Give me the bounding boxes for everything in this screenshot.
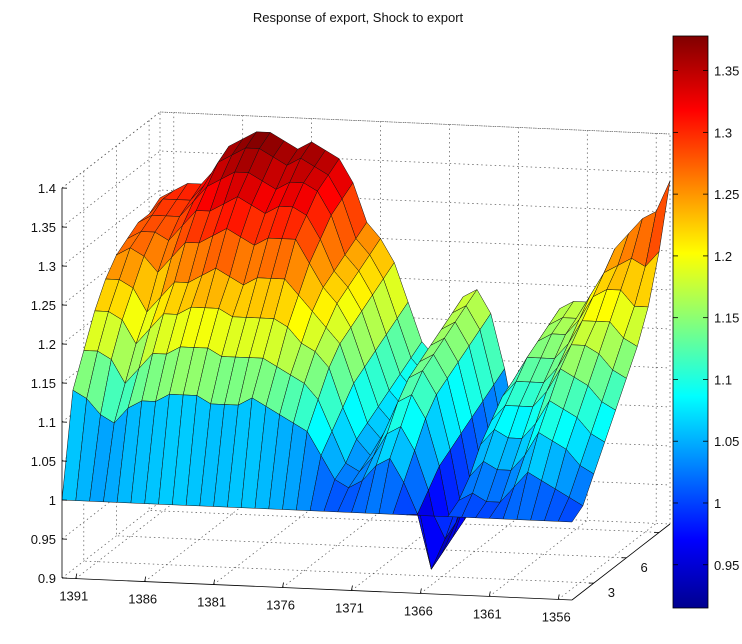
grid-line bbox=[83, 171, 594, 584]
x-tick-mark bbox=[144, 576, 147, 582]
z-tick-label: 1.15 bbox=[31, 376, 56, 391]
grid-line bbox=[148, 120, 660, 533]
chart-title: Response of export, Shock to export bbox=[253, 10, 464, 25]
z-tick-label: 1.25 bbox=[31, 298, 56, 313]
x-tick-mark bbox=[75, 573, 78, 579]
x-axis-line bbox=[61, 577, 573, 601]
z-tick-label: 1.05 bbox=[31, 454, 56, 469]
colorbar-ticks: 0.95 1 1.05 1.1 1.15 1.2 1.25 1.3 1.35 bbox=[673, 64, 739, 573]
surface-plot bbox=[61, 131, 671, 570]
colorbar-tick-label: 1.15 bbox=[714, 311, 739, 326]
z-tick-label: 1.1 bbox=[38, 415, 56, 430]
colorbar-tick-label: 1.1 bbox=[714, 372, 732, 387]
grid-line bbox=[75, 112, 175, 579]
z-tick-label: 1.3 bbox=[38, 259, 56, 274]
surface-patch bbox=[557, 497, 584, 523]
grid-line bbox=[61, 228, 671, 306]
grid-line bbox=[61, 189, 671, 267]
x-tick-label: 1381 bbox=[197, 595, 226, 610]
colorbar-tick-label: 0.95 bbox=[714, 558, 739, 573]
grid-line bbox=[144, 115, 244, 582]
x-tick-label: 1386 bbox=[128, 592, 157, 607]
x-tick-label: 1366 bbox=[404, 603, 433, 618]
colorbar-tick-label: 1.2 bbox=[714, 249, 732, 264]
y-axis-line bbox=[571, 523, 671, 601]
grid-line bbox=[557, 133, 657, 600]
x-tick-mark bbox=[282, 582, 284, 588]
x-tick-label: 1371 bbox=[335, 600, 364, 615]
x-tick-label: 1356 bbox=[542, 609, 571, 624]
grid-line bbox=[351, 124, 450, 591]
x-tick-mark bbox=[488, 591, 491, 597]
x-tick-label: 1376 bbox=[266, 598, 295, 613]
colorbar-tick-label: 1.25 bbox=[714, 187, 739, 202]
x-tick-mark bbox=[557, 594, 560, 600]
z-tick-label: 1.2 bbox=[38, 337, 56, 352]
z-tick-label: 0.9 bbox=[38, 571, 56, 586]
x-tick-label: 1361 bbox=[473, 606, 502, 621]
grid-line bbox=[420, 127, 519, 594]
y-tick-label: 6 bbox=[640, 560, 647, 575]
grid-line bbox=[61, 111, 671, 189]
z-tick-label: 1.4 bbox=[38, 181, 56, 196]
x-tick-mark bbox=[351, 585, 353, 591]
colorbar-tick-label: 1 bbox=[714, 496, 721, 511]
x-tick-mark bbox=[419, 588, 422, 594]
z-tick-label: 1.35 bbox=[31, 220, 56, 235]
y-tick-label: 3 bbox=[608, 585, 615, 600]
x-tick-mark bbox=[213, 579, 216, 585]
grid-line bbox=[489, 130, 588, 597]
colorbar-tick-label: 1.3 bbox=[714, 125, 732, 140]
colorbar-tick-label: 1.35 bbox=[714, 64, 739, 79]
grid-line bbox=[61, 501, 671, 579]
colorbar bbox=[672, 35, 709, 609]
x-tick-label: 1391 bbox=[59, 589, 88, 604]
axis-ticks: 0.9 0.95 1 1.05 1.1 1.15 1.2 1.25 1.3 1.35 1.4 1391… bbox=[31, 181, 681, 624]
colorbar-tick-label: 1.05 bbox=[714, 434, 739, 449]
grid-line bbox=[213, 118, 312, 585]
z-tick-label: 1 bbox=[49, 493, 56, 508]
grid-line bbox=[61, 150, 671, 228]
box-edge bbox=[61, 111, 161, 189]
z-tick-label: 0.95 bbox=[31, 532, 56, 547]
grid-line bbox=[116, 145, 627, 559]
grid-line bbox=[282, 121, 381, 588]
